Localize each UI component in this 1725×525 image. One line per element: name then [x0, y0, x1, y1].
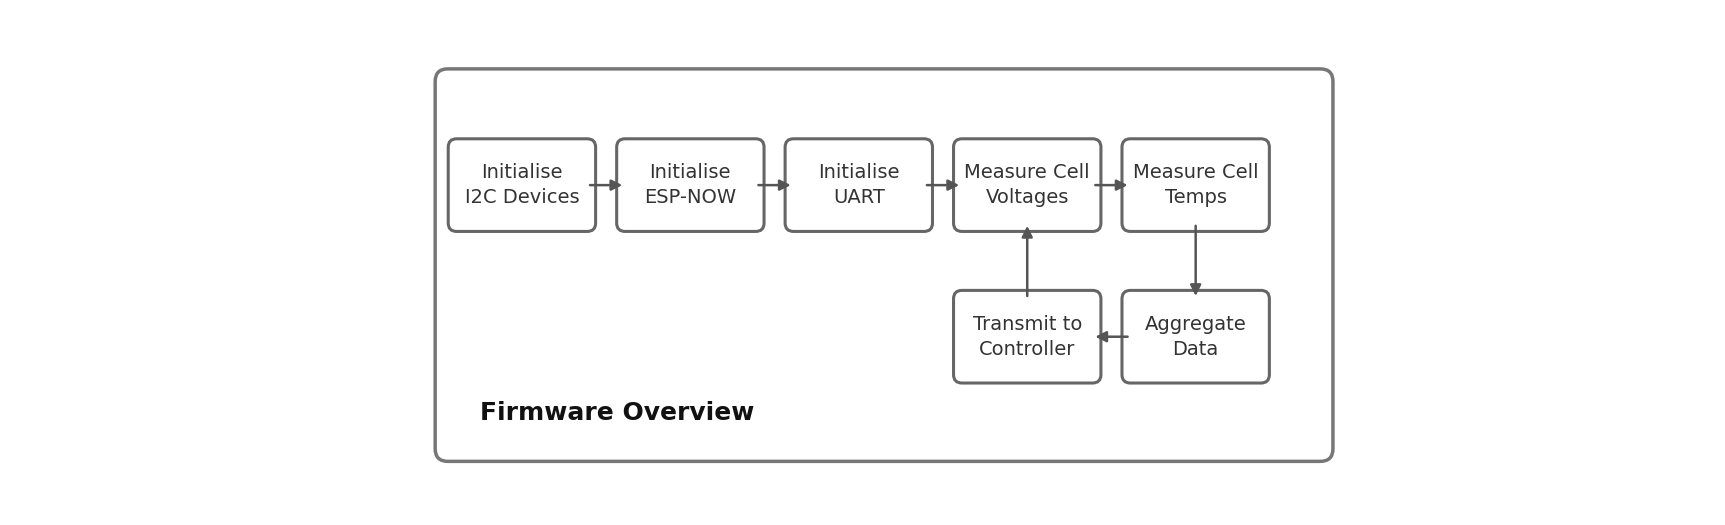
Text: Measure Cell
Temps: Measure Cell Temps — [1133, 163, 1259, 207]
Text: Aggregate
Data: Aggregate Data — [1145, 314, 1247, 359]
Text: Transmit to
Controller: Transmit to Controller — [973, 314, 1082, 359]
FancyBboxPatch shape — [954, 139, 1101, 232]
FancyBboxPatch shape — [1121, 139, 1270, 232]
FancyBboxPatch shape — [785, 139, 933, 232]
FancyBboxPatch shape — [954, 290, 1101, 383]
FancyBboxPatch shape — [616, 139, 764, 232]
Text: Measure Cell
Voltages: Measure Cell Voltages — [964, 163, 1090, 207]
Text: Initialise
UART: Initialise UART — [818, 163, 899, 207]
FancyBboxPatch shape — [435, 69, 1333, 461]
Text: Firmware Overview: Firmware Overview — [480, 401, 754, 425]
FancyBboxPatch shape — [1121, 290, 1270, 383]
FancyBboxPatch shape — [448, 139, 595, 232]
Text: Initialise
I2C Devices: Initialise I2C Devices — [464, 163, 580, 207]
Text: Initialise
ESP-NOW: Initialise ESP-NOW — [645, 163, 737, 207]
